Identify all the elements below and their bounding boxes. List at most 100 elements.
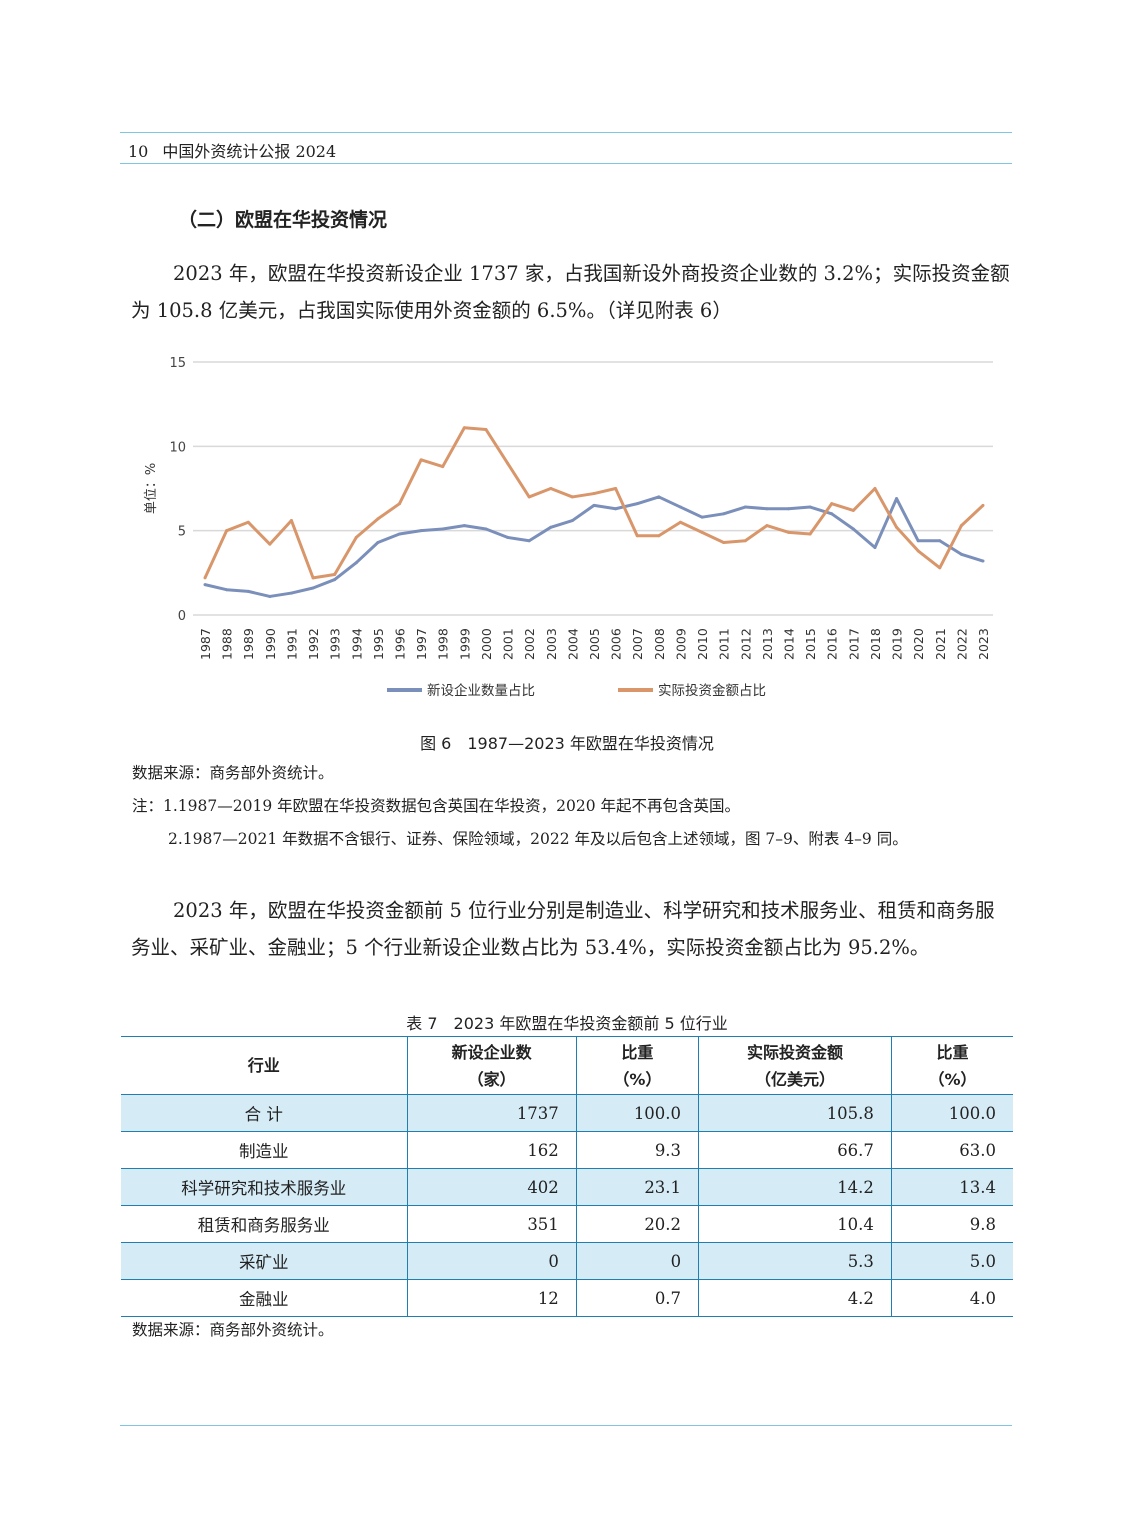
x-tick-label: 1987 bbox=[198, 628, 213, 660]
line-chart: 0 5 10 15 单位：% 1987 1988 1989 1990 1991 1992 1993 19… bbox=[144, 356, 993, 699]
table-cell: 351 bbox=[406, 1205, 577, 1243]
table-row: 租赁和商务服务业 351 20.2 10.4 9.8 bbox=[121, 1205, 1013, 1243]
data-point bbox=[246, 589, 250, 593]
x-tick-label: 1994 bbox=[349, 628, 364, 660]
x-tick-label: 2001 bbox=[501, 628, 516, 660]
table-cell: 20.2 bbox=[575, 1205, 699, 1243]
data-point bbox=[873, 546, 877, 550]
table-title: 表 7 2023 年欧盟在华投资金额前 5 位行业 bbox=[406, 1014, 728, 1033]
table-cell: 12 bbox=[406, 1279, 577, 1317]
x-tick-label: 1990 bbox=[263, 628, 278, 660]
data-point bbox=[614, 507, 618, 511]
data-point bbox=[722, 540, 726, 544]
industry-name: 合 计 bbox=[244, 1105, 283, 1124]
data-point bbox=[635, 534, 639, 538]
table-source: 数据来源：商务部外资统计。 bbox=[132, 1321, 334, 1339]
data-point bbox=[203, 583, 207, 587]
data-point bbox=[354, 535, 358, 539]
table-row: 科学研究和技术服务业 402 23.1 14.2 13.4 bbox=[121, 1168, 1013, 1206]
data-point bbox=[506, 535, 510, 539]
data-point bbox=[851, 508, 855, 512]
table-cell: 14.2 bbox=[698, 1168, 892, 1206]
data-point bbox=[484, 527, 488, 531]
table-cell: 5.3 bbox=[698, 1242, 892, 1280]
x-tick-label: 1992 bbox=[306, 628, 321, 660]
data-point bbox=[678, 505, 682, 509]
data-point bbox=[462, 524, 466, 528]
data-point bbox=[225, 588, 229, 592]
x-tick-label: 2007 bbox=[630, 628, 645, 660]
x-tick-label: 2016 bbox=[825, 628, 840, 660]
x-tick-label: 1998 bbox=[436, 628, 451, 660]
data-point bbox=[527, 495, 531, 499]
table-cell: 9.8 bbox=[890, 1205, 1013, 1243]
figure-note-2: 2.1987—2021 年数据不含银行、证券、保险领域，2022 年及以后包含上… bbox=[168, 830, 908, 848]
data-point bbox=[311, 576, 315, 580]
table-cell: 0.7 bbox=[575, 1279, 699, 1317]
table-row: 采矿业 0 0 5.3 5.0 bbox=[121, 1242, 1013, 1280]
data-point bbox=[722, 512, 726, 516]
x-tick-label: 2008 bbox=[652, 628, 667, 660]
figure-note-1: 注：1.1987—2019 年欧盟在华投资数据包含英国在华投资，2020 年起不… bbox=[132, 797, 740, 815]
data-point bbox=[419, 529, 423, 533]
table-cell: 66.7 bbox=[698, 1131, 892, 1169]
data-point bbox=[311, 586, 315, 590]
data-point bbox=[289, 591, 293, 595]
industry-name: 金融业 bbox=[239, 1290, 289, 1309]
data-point bbox=[700, 530, 704, 534]
table-cell: 23.1 bbox=[575, 1168, 699, 1206]
x-tick-label: 1996 bbox=[393, 628, 408, 660]
data-point bbox=[441, 465, 445, 469]
industry-table: 行业 新设企业数 （家） 比重 （%） 实际投资金额 （亿美元） 比重 （%） 合 计 1… bbox=[121, 1036, 1013, 1317]
data-point bbox=[895, 525, 899, 529]
data-point bbox=[851, 527, 855, 531]
industry-name: 采矿业 bbox=[239, 1253, 289, 1272]
data-point bbox=[441, 527, 445, 531]
data-point bbox=[506, 461, 510, 465]
x-tick-label: 2000 bbox=[479, 628, 494, 660]
data-point bbox=[246, 520, 250, 524]
x-tick-label: 2023 bbox=[976, 628, 991, 660]
table-cell: 100.0 bbox=[575, 1094, 699, 1132]
data-point bbox=[657, 495, 661, 499]
table-cell: 1737 bbox=[406, 1094, 577, 1132]
data-point bbox=[657, 534, 661, 538]
x-tick-label: 1989 bbox=[241, 628, 256, 660]
data-point bbox=[916, 539, 920, 543]
table-cell: 5.0 bbox=[890, 1242, 1013, 1280]
x-tick-label: 2009 bbox=[673, 628, 688, 660]
table-cell: 402 bbox=[406, 1168, 577, 1206]
data-point bbox=[808, 532, 812, 536]
data-point bbox=[830, 502, 834, 506]
running-header: 10 中国外资统计公报 2024 bbox=[128, 138, 350, 162]
data-point bbox=[873, 487, 877, 490]
x-tick-label: 2022 bbox=[954, 628, 969, 660]
col-header: 行业 bbox=[247, 1056, 280, 1075]
data-point bbox=[938, 539, 942, 543]
paragraph-1: 2023 年，欧盟在华投资新设企业 1737 家，占我国新设外商投资企业数的 3… bbox=[131, 262, 1010, 322]
series-line-1 bbox=[203, 426, 985, 580]
y-tick-label: 10 bbox=[169, 440, 186, 455]
data-point bbox=[700, 515, 704, 519]
data-point bbox=[981, 559, 985, 563]
data-point bbox=[678, 520, 682, 524]
industry-name: 科学研究和技术服务业 bbox=[181, 1179, 347, 1198]
y-tick-label: 15 bbox=[169, 356, 186, 371]
data-point bbox=[570, 495, 574, 499]
x-tick-label: 2003 bbox=[544, 628, 559, 660]
data-point bbox=[743, 505, 747, 509]
data-point bbox=[570, 519, 574, 523]
data-point bbox=[959, 524, 963, 528]
data-point bbox=[830, 512, 834, 516]
table-cell: 63.0 bbox=[890, 1131, 1013, 1169]
data-point bbox=[765, 507, 769, 511]
x-tick-label: 2019 bbox=[890, 628, 905, 660]
table-cell: 162 bbox=[406, 1131, 577, 1169]
data-point bbox=[333, 573, 337, 577]
table-row: 制造业 162 9.3 66.7 63.0 bbox=[121, 1131, 1013, 1169]
x-tick-label: 2005 bbox=[587, 628, 602, 660]
y-axis-label: 单位：% bbox=[144, 463, 159, 514]
table-cell: 0 bbox=[406, 1242, 577, 1280]
y-tick-label: 0 bbox=[178, 609, 186, 624]
data-point bbox=[959, 552, 963, 556]
